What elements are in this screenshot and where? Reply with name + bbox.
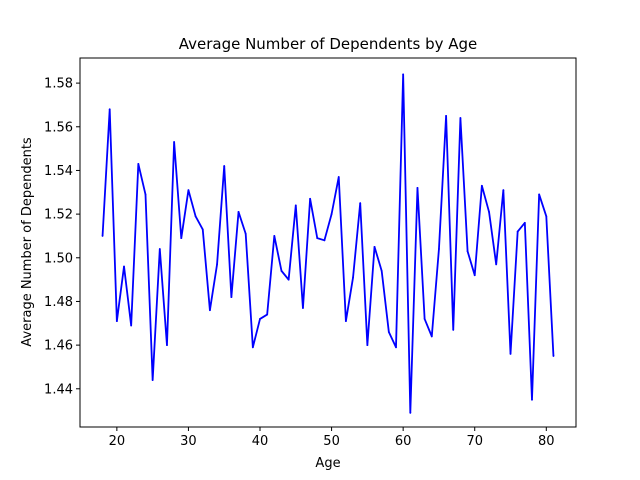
x-axis-ticks: 20 30 40 50 60 70 80 — [109, 427, 555, 449]
data-point — [287, 278, 290, 281]
data-point — [101, 235, 104, 237]
data-point — [337, 176, 340, 178]
data-point — [201, 228, 204, 231]
data-point — [323, 239, 326, 242]
data-point — [488, 211, 490, 213]
data-point — [216, 263, 218, 266]
y-axis-label: Average Number of Dependents — [20, 137, 35, 347]
plot-frame — [79, 57, 577, 428]
data-point — [316, 237, 319, 240]
data-point — [473, 274, 476, 277]
data-point — [380, 269, 383, 272]
data-point — [259, 318, 261, 320]
data-point — [273, 235, 276, 237]
data-point — [430, 335, 433, 338]
x-tick-label: 20 — [109, 434, 126, 449]
data-point — [294, 204, 297, 207]
data-point — [538, 193, 541, 196]
y-tick-label: 1.58 — [44, 77, 73, 92]
data-point — [352, 276, 354, 279]
y-tick-label: 1.50 — [44, 251, 73, 266]
y-tick-label: 1.48 — [44, 295, 73, 310]
x-axis-label: Age — [315, 456, 340, 471]
x-tick-label: 30 — [180, 434, 197, 449]
y-tick-label: 1.52 — [44, 208, 73, 223]
data-point — [187, 189, 190, 191]
data-point — [309, 197, 312, 200]
data-point — [387, 331, 390, 333]
data-point — [251, 346, 254, 349]
x-tick-label: 80 — [538, 434, 555, 449]
data-point — [166, 344, 168, 347]
y-axis-ticks: 1.44 1.46 1.48 1.50 1.52 1.54 1.56 1.58 — [44, 77, 80, 397]
data-point — [144, 193, 147, 196]
data-point — [130, 324, 133, 327]
data-point — [237, 211, 240, 213]
y-tick-label: 1.46 — [44, 339, 73, 354]
data-point — [209, 309, 211, 312]
data-point — [452, 328, 455, 331]
data-point — [230, 296, 233, 298]
data-point — [180, 237, 183, 240]
data-point — [108, 108, 111, 111]
data-point — [402, 73, 405, 76]
data-point — [480, 184, 483, 187]
data-point — [137, 162, 140, 165]
y-tick-label: 1.44 — [44, 382, 73, 397]
data-point — [545, 215, 548, 218]
data-point — [423, 318, 426, 320]
data-point — [552, 355, 555, 357]
data-point — [366, 344, 369, 347]
series-line — [101, 73, 555, 414]
y-tick-label: 1.56 — [44, 120, 73, 135]
data-point — [373, 245, 376, 248]
data-point — [523, 221, 526, 224]
x-tick-label: 50 — [323, 434, 340, 449]
data-point — [330, 213, 333, 216]
y-tick-label: 1.54 — [44, 164, 73, 179]
x-tick-label: 40 — [252, 434, 269, 449]
series-points — [101, 73, 555, 414]
data-point — [302, 307, 304, 309]
data-point — [173, 141, 176, 143]
data-point — [266, 313, 269, 316]
x-tick-label: 60 — [395, 434, 412, 449]
data-point — [502, 189, 505, 191]
data-point — [509, 352, 512, 355]
x-tick-label: 70 — [466, 434, 483, 449]
data-point — [395, 346, 397, 349]
data-point — [445, 114, 447, 117]
data-point — [438, 248, 440, 250]
data-point — [123, 265, 125, 268]
data-point — [459, 117, 462, 119]
data-point — [466, 250, 469, 253]
data-point — [344, 320, 347, 323]
data-point — [194, 215, 197, 218]
data-point — [280, 269, 283, 272]
data-point — [158, 248, 161, 250]
data-point — [516, 230, 519, 233]
data-point — [409, 411, 412, 414]
data-point — [531, 398, 533, 401]
data-point — [115, 320, 118, 323]
data-point — [151, 379, 154, 381]
data-point — [244, 232, 247, 235]
data-point — [359, 202, 362, 205]
data-point — [223, 165, 226, 167]
data-point — [495, 263, 498, 266]
chart-title: Average Number of Dependents by Age — [179, 35, 478, 53]
data-point — [416, 187, 419, 189]
